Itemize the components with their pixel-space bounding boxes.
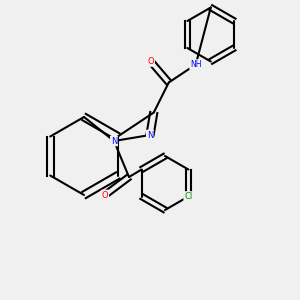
Text: NH: NH: [190, 60, 202, 69]
Text: O: O: [148, 57, 154, 66]
Text: O: O: [102, 190, 108, 200]
Text: N: N: [147, 130, 153, 140]
Text: N: N: [111, 136, 117, 146]
Text: Cl: Cl: [184, 192, 193, 201]
